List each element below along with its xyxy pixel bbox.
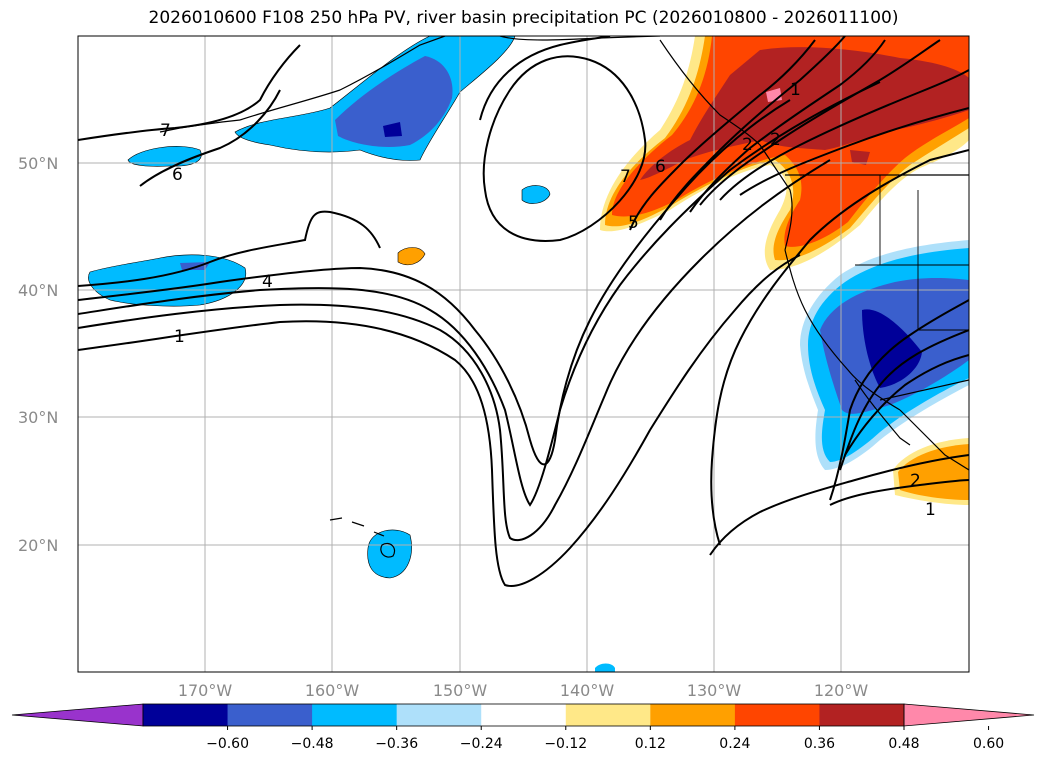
shade-hawaii-negative — [367, 529, 412, 579]
colorbar-tick-label: −0.24 — [460, 736, 503, 752]
pv-contour-east-1 — [709, 454, 969, 556]
lon-label-140w: 140°W — [560, 681, 615, 700]
pv-contour-gulf-ridge — [482, 55, 647, 242]
pv-contour-east-3 — [829, 299, 969, 501]
coast-california — [784, 249, 901, 411]
shade-pnw-positive-patch — [850, 150, 870, 165]
lon-label-160w: 160°W — [305, 681, 360, 700]
colorbar-max-extension — [903, 703, 1035, 727]
map-plot-area: 7 6 4 1 7 6 5 2 2 1 2 1 — [78, 36, 969, 672]
colorbar-tick-label: −0.36 — [375, 736, 418, 752]
pv-contour-east-6 — [829, 479, 969, 506]
chart-title: 2026010600 F108 250 hPa PV, river basin … — [148, 8, 899, 28]
colorbar-frame — [142, 703, 905, 727]
colorbar-tick-label: 0.60 — [973, 736, 1004, 752]
lat-label-40: 40°N — [18, 281, 58, 300]
shade-small-positive — [397, 247, 426, 266]
map-frame — [77, 35, 970, 673]
pv-contour-east-5 — [844, 354, 969, 456]
colorbar-tick-label: −0.48 — [291, 736, 334, 752]
colorbar-tick-label: 0.24 — [719, 736, 750, 752]
colorbar-segment — [396, 704, 482, 726]
contour-label: 2 — [770, 130, 781, 150]
coastlines — [159, 36, 969, 558]
pv-contour-pnw-5 — [719, 69, 969, 201]
lon-label-130w: 130°W — [687, 681, 742, 700]
colorbar-segment — [481, 704, 567, 726]
colorbar-segment — [312, 704, 398, 726]
pv-contours — [78, 36, 969, 587]
contour-label: 1 — [925, 500, 936, 520]
colorbar-segment — [819, 704, 905, 726]
lon-label-150w: 150°W — [433, 681, 488, 700]
shade-south-edge — [595, 663, 615, 672]
colorbar-tick-label: −0.60 — [206, 736, 249, 752]
border-states — [855, 175, 969, 331]
coast-alaska — [239, 36, 446, 121]
pv-contour-east-4 — [839, 329, 969, 471]
shade-gulf-negative-mid — [335, 56, 453, 147]
pv-contour-pnw-4 — [699, 39, 941, 206]
lon-label-120w: 120°W — [814, 681, 869, 700]
coast-pnw — [659, 39, 793, 251]
coast-mexico — [899, 409, 969, 471]
colorbar-segment — [143, 704, 229, 726]
lat-label-20: 20°N — [18, 536, 58, 555]
colorbar-segment — [565, 704, 651, 726]
contour-label: 6 — [655, 157, 666, 177]
colorbar: −0.60 −0.48 −0.36 −0.24 −0.12 0.12 0.24 0.36 0.4… — [11, 703, 1035, 752]
colorbar-segment — [650, 704, 736, 726]
longitude-labels: 170°W 160°W 150°W 140°W 130°W 120°W — [178, 681, 869, 700]
lat-label-50: 50°N — [18, 154, 58, 173]
colorbar-tick-label: 0.48 — [888, 736, 919, 752]
contour-label: 5 — [628, 213, 639, 233]
contour-label: 7 — [160, 121, 171, 141]
colorbar-tick-label: 0.36 — [804, 736, 835, 752]
colorbar-segments — [143, 704, 905, 726]
hawaii-islands — [329, 517, 396, 558]
shade-small-negative — [521, 185, 551, 204]
contour-label: 2 — [910, 471, 921, 491]
contour-label: 2 — [742, 135, 753, 155]
pv-contour-pnw-3 — [689, 39, 886, 213]
border-us-mexico — [879, 379, 969, 401]
pv-contour-pnw-1 — [629, 39, 816, 231]
pv-contour-5-west — [78, 210, 381, 287]
latitude-labels: 50°N 40°N 30°N 20°N — [18, 154, 58, 555]
pv-contour-7-west — [78, 44, 301, 141]
colorbar-ticks: −0.60 −0.48 −0.36 −0.24 −0.12 0.12 0.24 0.36 0.4… — [206, 726, 1004, 752]
pv-contour-1 — [78, 254, 801, 587]
pv-contour-pnw-6 — [739, 107, 969, 196]
colorbar-min-extension — [11, 703, 144, 727]
lat-label-30: 30°N — [18, 408, 58, 427]
colorbar-tick-label: 0.12 — [635, 736, 666, 752]
contour-label: 7 — [620, 167, 631, 187]
colorbar-segment — [734, 704, 820, 726]
contour-label: 4 — [262, 272, 273, 292]
pv-contour-pnw-2 — [659, 36, 846, 221]
pv-contour-gulf-trough — [479, 36, 611, 121]
pv-contour-4 — [78, 99, 791, 466]
contour-label: 1 — [174, 327, 185, 347]
colorbar-segment — [227, 704, 313, 726]
contour-label: 6 — [172, 165, 183, 185]
lon-label-170w: 170°W — [178, 681, 233, 700]
shade-gulf-negative-core — [383, 122, 402, 137]
contour-label: 1 — [790, 80, 801, 100]
contour-labels: 7 6 4 1 7 6 5 2 2 1 2 1 — [160, 80, 936, 520]
map-gridlines — [78, 36, 969, 672]
colorbar-tick-label: −0.12 — [544, 736, 587, 752]
pv-contour-2 — [78, 159, 831, 542]
pv-contour-east-2 — [710, 149, 969, 546]
pv-contour-6-west — [139, 89, 281, 187]
